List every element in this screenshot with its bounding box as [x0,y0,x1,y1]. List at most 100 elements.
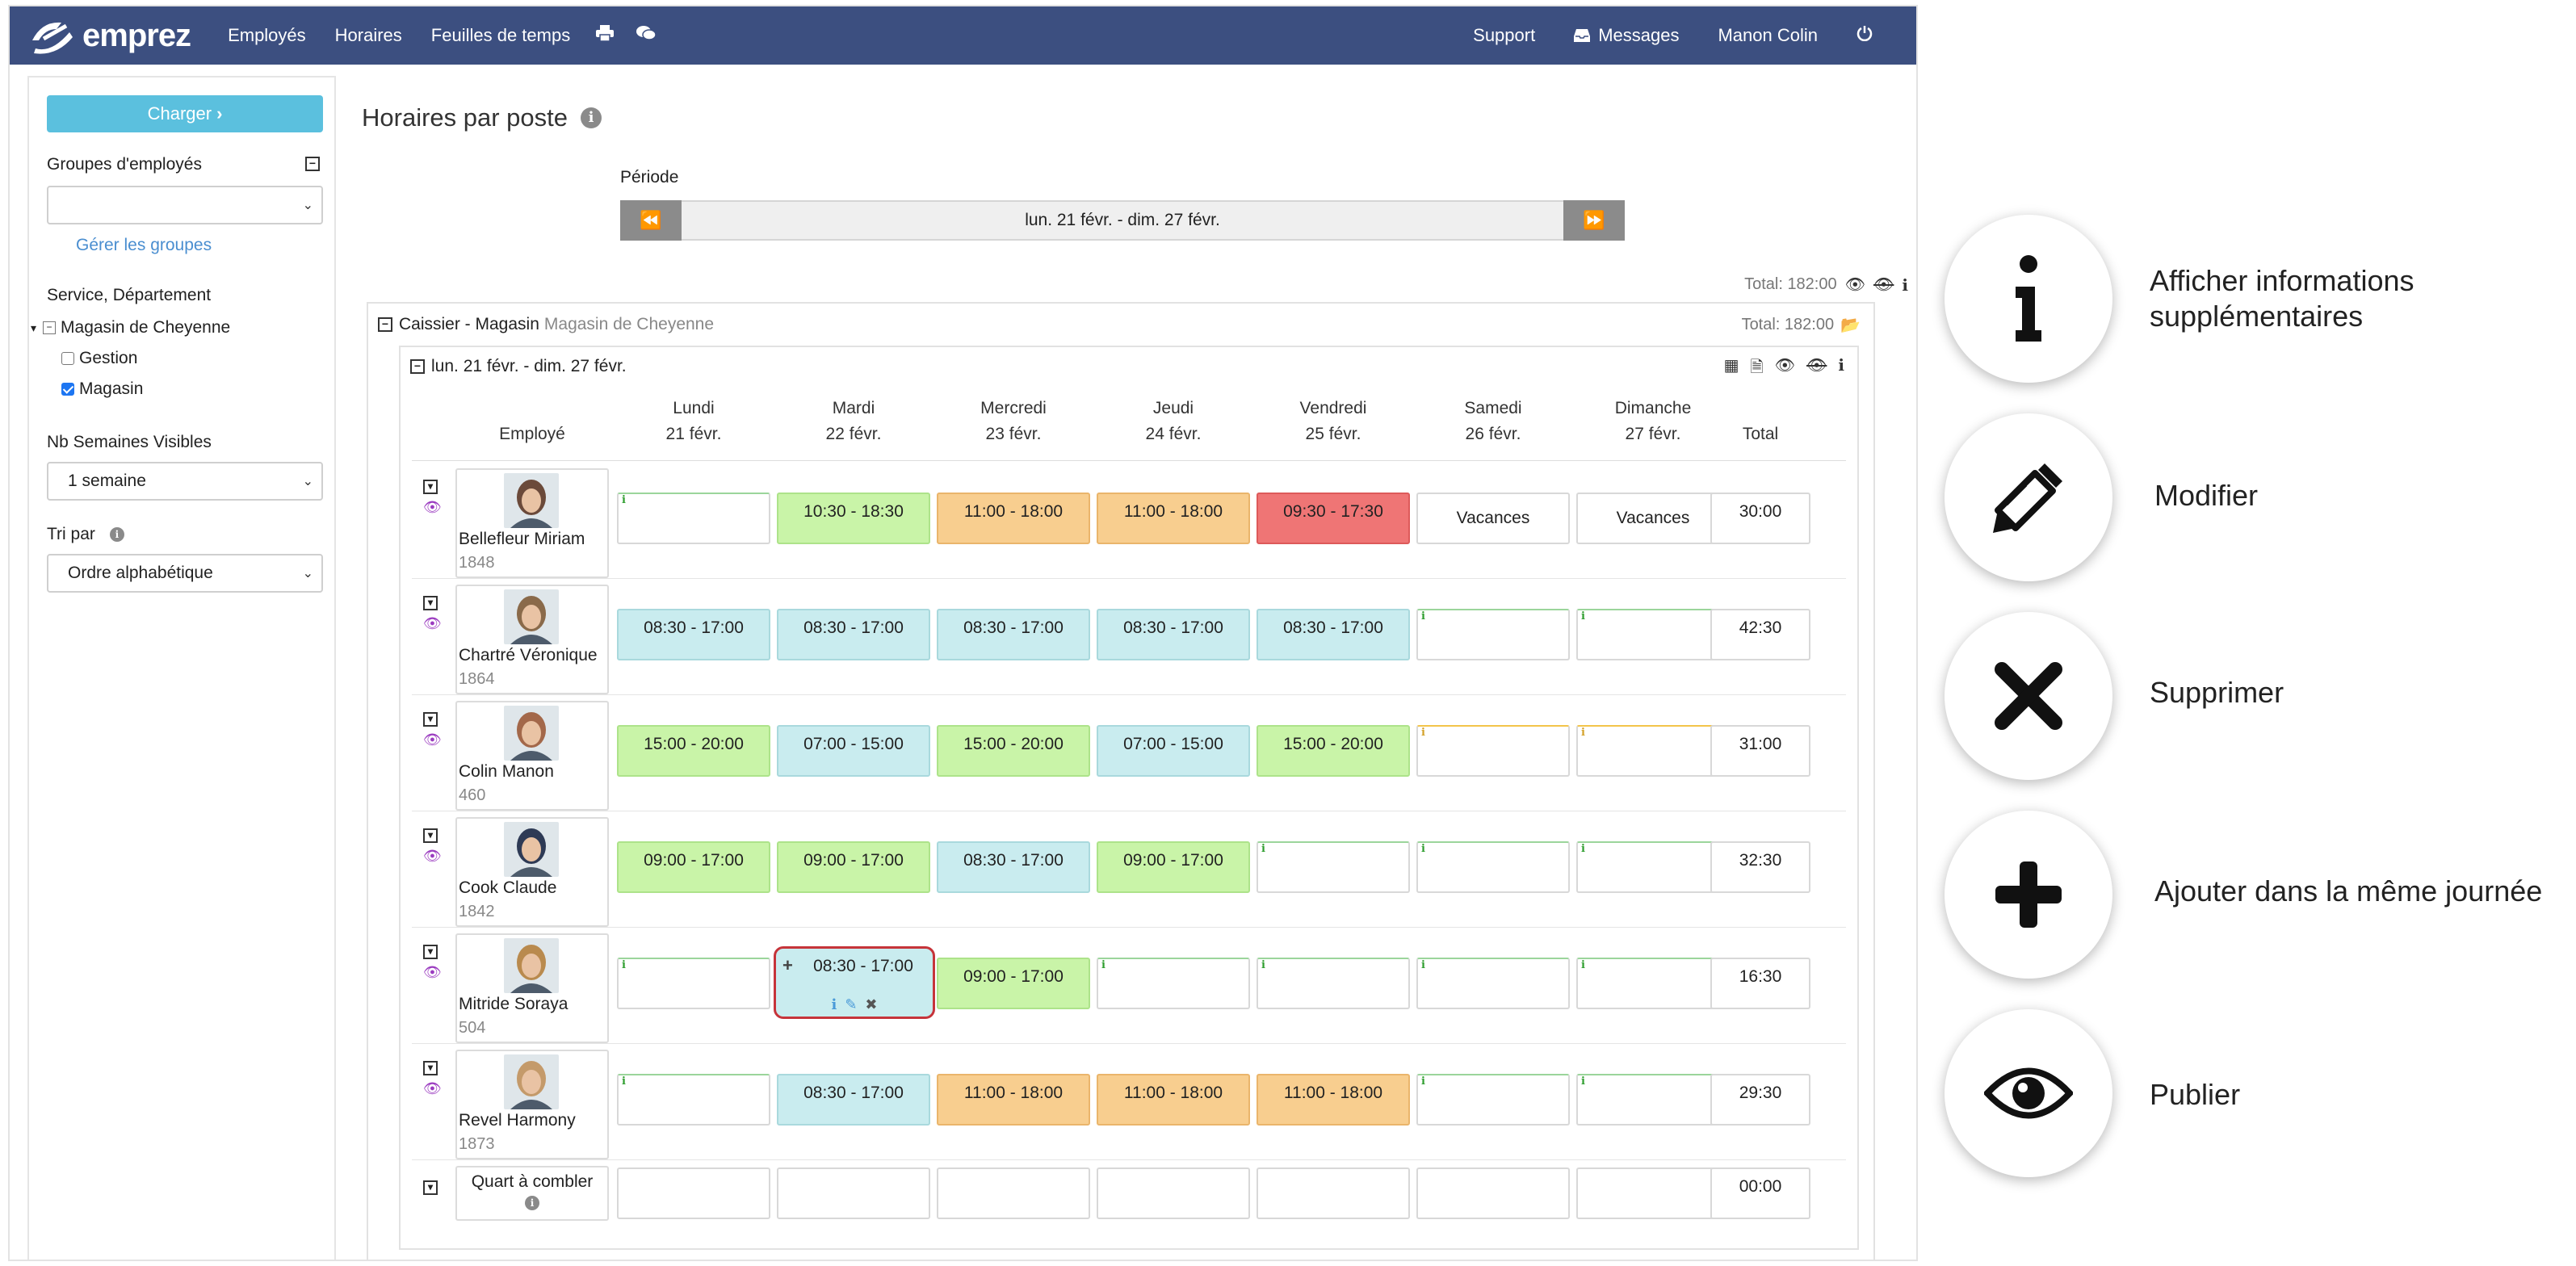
unfilled-shift-cell[interactable] [777,1167,930,1219]
folder-open-icon[interactable]: 📂 [1840,316,1861,334]
gestion-checkbox[interactable] [61,352,74,365]
shift-cell[interactable]: 15:00 - 20:00 [617,725,770,777]
shift-cell[interactable]: 09:00 - 17:00 [1097,841,1250,893]
info-icon[interactable]: i [1838,355,1844,375]
shift-cell[interactable]: 11:00 - 18:00 [1097,1074,1250,1126]
caret-down-icon[interactable]: ▾ [31,321,37,334]
unfilled-shift-cell[interactable] [1576,1167,1730,1219]
eye-icon[interactable]: 👁 [1774,357,1795,375]
tree-root[interactable]: ▾ − Magasin de Cheyenne [31,318,230,337]
shift-cell[interactable]: Vacances [1576,493,1730,544]
eye-icon[interactable]: 👁 [1844,276,1865,294]
empty-shift-cell[interactable] [617,493,770,544]
shift-cell[interactable]: 08:30 - 17:00 + i ✎ ✖ [774,946,935,1019]
shift-cell[interactable]: 08:30 - 17:00 [617,609,770,660]
shift-cell[interactable]: 09:30 - 17:30 [1257,493,1410,544]
eye-icon[interactable]: 👁 [423,848,442,864]
excel-icon[interactable]: 🗎 [1750,358,1764,376]
nav-horaires[interactable]: Horaires [334,25,402,45]
empty-shift-cell[interactable] [1416,841,1570,893]
shift-cell[interactable]: 11:00 - 18:00 [1257,1074,1410,1126]
collapse-row-icon[interactable]: ▾ [423,1061,438,1075]
empty-shift-cell[interactable] [1416,609,1570,660]
collapse-row-icon[interactable]: ▾ [423,596,438,610]
eye-slash-icon[interactable]: 👁 [1873,276,1894,294]
employee-card[interactable]: Bellefleur Miriam 1848 [455,468,609,578]
shift-cell[interactable]: 09:00 - 17:00 [937,958,1090,1009]
tree-item-magasin[interactable]: Magasin [61,379,143,399]
collapse-row-icon[interactable]: ▾ [423,828,438,843]
table-icon[interactable]: ▦ [1723,357,1739,375]
chat-icon[interactable] [636,25,657,46]
plus-icon[interactable]: + [782,955,793,975]
collapse-row-icon[interactable]: ▾ [423,480,438,494]
empty-shift-cell[interactable] [1257,841,1410,893]
empty-shift-cell[interactable] [1576,958,1730,1009]
shift-cell[interactable]: 08:30 - 17:00 [777,609,930,660]
empty-shift-cell[interactable] [1416,1074,1570,1126]
collapse-row-icon[interactable]: ▾ [423,945,438,959]
shift-cell[interactable]: 11:00 - 18:00 [937,1074,1090,1126]
empty-shift-cell[interactable] [1097,958,1250,1009]
shift-cell[interactable]: 15:00 - 20:00 [1257,725,1410,777]
pencil-icon[interactable]: ✎ [845,996,858,1012]
eye-slash-icon[interactable]: 👁 [1806,357,1827,375]
empty-shift-cell[interactable] [1576,1074,1730,1126]
collapse-row-icon[interactable]: ▾ [423,712,438,727]
empty-shift-cell[interactable] [617,1074,770,1126]
print-icon[interactable] [596,25,615,46]
eye-icon[interactable]: 👁 [423,615,442,631]
employee-card[interactable]: Colin Manon 460 [455,701,609,811]
tree-collapse-icon[interactable]: − [43,321,57,334]
close-icon[interactable]: ✖ [865,996,878,1012]
nav-messages[interactable]: Messages [1574,25,1679,46]
unfilled-shift-cell[interactable] [617,1167,770,1219]
shift-cell[interactable]: 08:30 - 17:00 [777,1074,930,1126]
collapse-groups-icon[interactable]: − [305,157,320,171]
shift-cell[interactable]: 08:30 - 17:00 [1097,609,1250,660]
employee-card[interactable]: Chartré Véronique 1864 [455,585,609,694]
brand-logo[interactable]: emprez [27,16,191,55]
unfilled-shift-card[interactable]: Quart à combler i [455,1166,609,1221]
info-icon[interactable]: i [109,527,124,542]
power-icon[interactable] [1856,25,1873,46]
shift-cell[interactable]: 10:30 - 18:30 [777,493,930,544]
empty-shift-cell[interactable] [1576,841,1730,893]
unfilled-shift-cell[interactable] [1416,1167,1570,1219]
shift-cell[interactable]: 07:00 - 15:00 [777,725,930,777]
nav-user[interactable]: Manon Colin [1718,25,1818,45]
weeks-select[interactable]: 1 semaine ⌄ [47,462,323,501]
info-icon[interactable]: i [581,107,602,128]
shift-cell[interactable]: Vacances [1416,493,1570,544]
shift-cell[interactable]: 11:00 - 18:00 [1097,493,1250,544]
magasin-checkbox[interactable] [61,383,74,396]
unfilled-shift-cell[interactable] [1097,1167,1250,1219]
unfilled-shift-cell[interactable] [937,1167,1090,1219]
collapse-icon[interactable]: − [378,317,392,332]
unfilled-shift-cell[interactable] [1257,1167,1410,1219]
empty-shift-cell[interactable] [617,958,770,1009]
shift-cell[interactable]: 08:30 - 17:00 [1257,609,1410,660]
info-icon[interactable]: i [1902,275,1908,295]
nav-support[interactable]: Support [1473,25,1536,45]
empty-shift-cell[interactable] [1257,958,1410,1009]
nav-feuilles-de-temps[interactable]: Feuilles de temps [430,25,571,45]
eye-icon[interactable]: 👁 [423,964,442,980]
info-icon[interactable]: i [831,996,837,1013]
empty-shift-cell[interactable] [1416,725,1570,777]
manage-groups-link[interactable]: Gérer les groupes [76,236,212,254]
shift-cell[interactable]: 09:00 - 17:00 [617,841,770,893]
shift-cell[interactable]: 08:30 - 17:00 [937,841,1090,893]
period-value[interactable]: lun. 21 févr. - dim. 27 févr. [1025,211,1220,229]
employee-card[interactable]: Revel Harmony 1873 [455,1050,609,1159]
info-icon[interactable]: i [525,1196,539,1210]
shift-cell[interactable]: 08:30 - 17:00 [937,609,1090,660]
load-button[interactable]: Charger › [47,95,323,132]
empty-shift-cell[interactable] [1576,725,1730,777]
groups-select[interactable]: ⌄ [47,186,323,224]
eye-icon[interactable]: 👁 [423,499,442,515]
nav-employes[interactable]: Employés [228,25,306,45]
previous-week-icon[interactable]: ⏪ [620,200,682,241]
collapse-icon[interactable]: − [410,359,425,374]
empty-shift-cell[interactable] [1416,958,1570,1009]
